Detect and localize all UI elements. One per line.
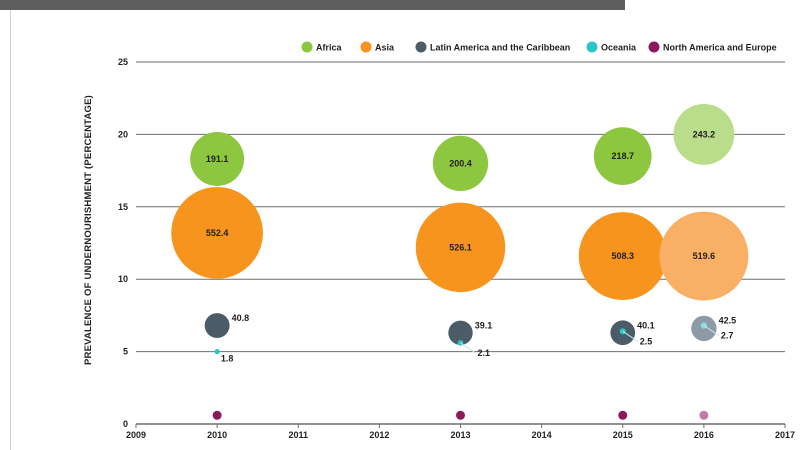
leader-line	[460, 342, 476, 354]
bubble-north-america-and-europe-2010	[212, 410, 222, 420]
legend-swatch-north-america-and-europe	[648, 41, 660, 53]
x-tick-label: 2012	[369, 430, 389, 440]
x-tick-label: 2011	[288, 430, 308, 440]
y-tick-label: 5	[123, 347, 128, 357]
legend-swatch-africa	[301, 41, 313, 53]
bubble-label: 508.3	[611, 251, 634, 261]
bubble-asia-2016	[659, 211, 749, 301]
bubble-label: 519.6	[693, 251, 716, 261]
legend: Africa Asia Latin America and the Caribbea…	[301, 41, 777, 53]
y-tick-label: 20	[118, 129, 128, 139]
legend-label: North America and Europe	[663, 43, 777, 53]
x-tick-label: 2014	[532, 430, 552, 440]
y-tick-labels: 0 5 10 15 20 25	[118, 57, 128, 429]
y-tick-label: 0	[123, 419, 128, 429]
bubble-africa-2015	[593, 127, 652, 185]
legend-label: Africa	[316, 43, 343, 53]
bubble-africa-2013	[432, 135, 489, 191]
bubble-asia-2010	[171, 187, 263, 279]
bubble-label: 191.1	[206, 154, 229, 164]
bubble-asia-2013	[415, 202, 506, 293]
bubble-label: 552.4	[206, 228, 229, 238]
legend-label: Asia	[375, 43, 395, 53]
bubble-latin-america-and-the-caribbean-2013	[448, 320, 473, 345]
bubble-latin-america-and-the-caribbean-2010	[204, 313, 230, 338]
bubble-label: 218.7	[611, 151, 634, 161]
left-border	[10, 10, 11, 450]
x-tick-label: 2015	[613, 430, 633, 440]
bubble-oceania-2010	[214, 348, 220, 355]
x-tick-labels: 2009 2010 2011 2012 2013 2014 2015 2016 2017	[126, 424, 795, 440]
header-bar	[0, 0, 625, 10]
bubble-asia-2015	[578, 212, 667, 300]
y-axis-label: PREVALENCE OF UNDERNOURISHMENT (PERCENTA…	[83, 95, 94, 365]
legend-swatch-latin-america-and-the-caribbean	[415, 41, 427, 53]
y-tick-label: 10	[118, 274, 128, 284]
bubble-label: 2.5	[640, 336, 653, 346]
bubble-label: 243.2	[693, 129, 716, 139]
x-tick-label: 2010	[207, 430, 227, 440]
bubble-africa-2016	[673, 103, 735, 165]
bubbles: 552.4 526.1 508.3 519.6 191.1 200.4 218.7 243.2…	[171, 103, 749, 420]
x-tick-label: 2016	[694, 430, 714, 440]
x-tick-label: 2013	[450, 430, 470, 440]
bubble-label: 526.1	[449, 242, 472, 252]
legend-swatch-asia	[360, 41, 372, 53]
bubble-label: 200.4	[449, 158, 472, 168]
bubble-label: 1.8	[221, 354, 234, 364]
bubble-label: 2.7	[721, 331, 734, 341]
leader-line	[622, 330, 639, 342]
bubble-africa-2010	[190, 132, 245, 186]
bubble-label: 39.1	[475, 321, 493, 331]
x-tick-label: 2009	[126, 430, 146, 440]
legend-label: Latin America and the Caribbean	[430, 43, 570, 53]
y-tick-label: 25	[118, 57, 128, 67]
bubble-north-america-and-europe-2015	[618, 410, 628, 420]
legend-label: Oceania	[601, 43, 637, 53]
bubble-north-america-and-europe-2016	[699, 410, 709, 420]
bubble-label: 2.1	[478, 348, 491, 358]
bubble-label: 40.1	[637, 320, 655, 330]
bubble-north-america-and-europe-2013	[456, 410, 465, 420]
bubble-label: 40.8	[232, 313, 250, 323]
x-tick-label: 2017	[775, 430, 795, 440]
y-tick-label: 15	[118, 202, 128, 212]
leader-line	[703, 325, 720, 336]
legend-swatch-oceania	[586, 41, 598, 53]
bubble-label: 42.5	[719, 316, 737, 326]
